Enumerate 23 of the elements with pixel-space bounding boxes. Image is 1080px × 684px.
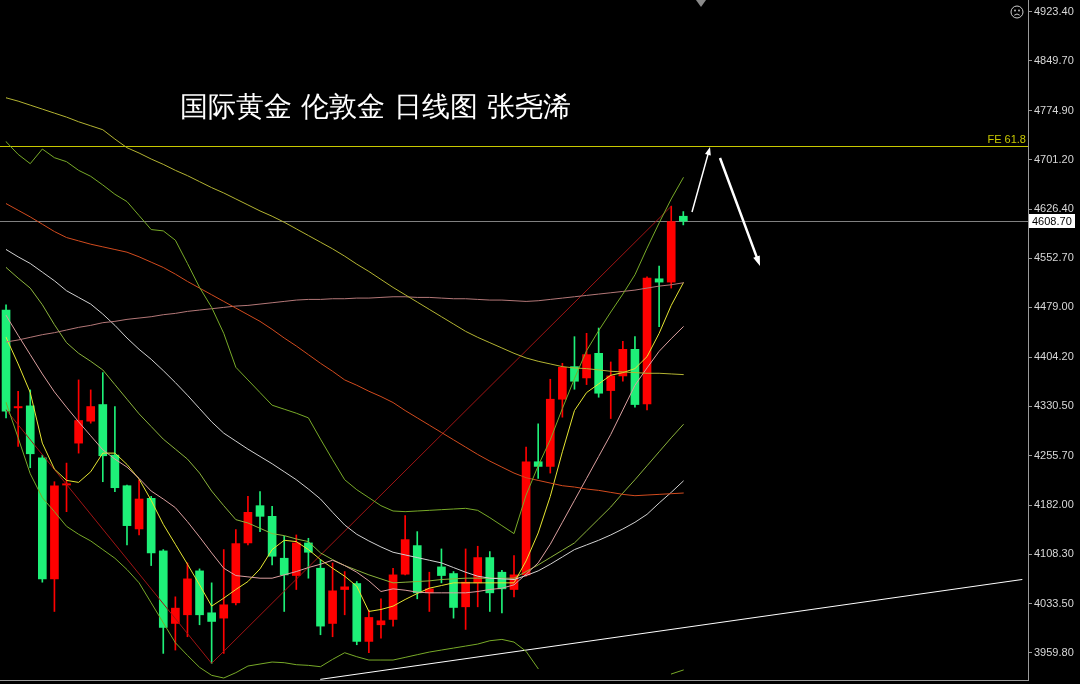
y-tick-label: 3959.80 xyxy=(1034,645,1074,658)
text: 国际黄金 伦敦金 日线图 张尧浠 xyxy=(180,90,571,123)
y-tick-label: 4255.70 xyxy=(1034,449,1074,461)
y-tick-label: 4330.50 xyxy=(1034,399,1074,412)
y-tick-label: 4774.90 xyxy=(1034,103,1074,116)
candlestick xyxy=(340,571,350,616)
y-tick-label: 4552.70 xyxy=(1034,251,1074,264)
y-tick-label: 4033.50 xyxy=(1034,596,1074,609)
candlestick xyxy=(654,265,664,328)
candlestick xyxy=(533,423,543,479)
y-tick-label: 4626.40 xyxy=(1034,202,1074,215)
y-tick-label: 4923.40 xyxy=(1034,4,1074,17)
text: 4608.70 xyxy=(1029,214,1075,229)
candlestick xyxy=(219,549,229,654)
candlestick xyxy=(376,598,386,639)
y-tick-label: 4479.00 xyxy=(1034,300,1074,313)
candlestick xyxy=(13,390,23,447)
y-tick-label: 4108.30 xyxy=(1034,547,1074,560)
y-tick-label: 4849.70 xyxy=(1034,53,1074,66)
y-tick-label: 4701.20 xyxy=(1034,152,1074,165)
ref-line-label: FE 61.8 xyxy=(987,133,1026,147)
y-tick-label: 4182.00 xyxy=(1034,498,1074,511)
y-tick-label: 4404.20 xyxy=(1034,350,1074,363)
